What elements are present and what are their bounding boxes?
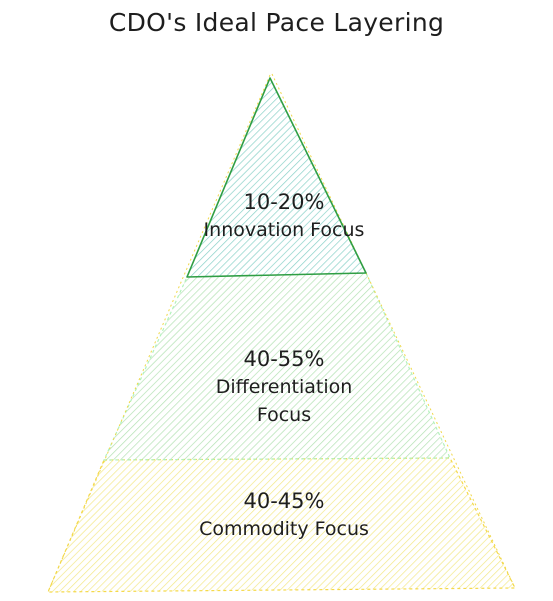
pyramid-layer-innovation (186, 77, 367, 278)
commodity-layer-text: 40-45% Commodity Focus (166, 487, 402, 543)
commodity-label: Commodity Focus (199, 518, 369, 540)
innovation-percent: 10-20% (243, 190, 325, 214)
diagram-title: CDO's Ideal Pace Layering (108, 8, 445, 37)
differentiation-label-line1: Differentiation (215, 376, 353, 398)
commodity-percent: 40-45% (243, 489, 325, 513)
pyramid-outline (47, 73, 516, 593)
differentiation-percent: 40-55% (243, 347, 325, 371)
differentiation-label-line2: Focus (256, 404, 312, 426)
pyramid-layer-differentiation (103, 272, 451, 461)
differentiation-layer-text: 40-55% Differentiation Focus (176, 345, 392, 429)
innovation-layer-text: 10-20% Innovation Focus (176, 188, 392, 244)
innovation-label: Innovation Focus (203, 219, 365, 241)
